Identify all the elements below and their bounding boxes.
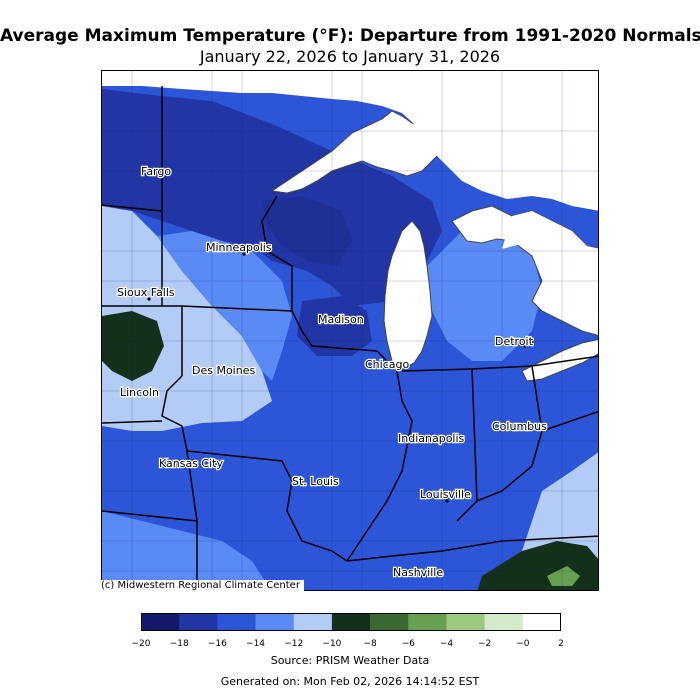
- city-fargo: Fargo: [140, 164, 173, 179]
- city-dot: [316, 481, 320, 485]
- city-label-madison: Madison: [318, 313, 364, 326]
- legend-color-box: [141, 613, 180, 631]
- city-label-kansas-city: Kansas City: [159, 457, 223, 470]
- legend-color-box: [255, 613, 295, 631]
- city-label-des-moines: Des Moines: [192, 364, 255, 377]
- canada-east: [502, 211, 598, 261]
- copyright-text: (c) Midwestern Regional Climate Center: [101, 580, 304, 592]
- city-dot: [532, 426, 536, 430]
- legend-border: [141, 613, 561, 631]
- city-dot: [225, 371, 229, 375]
- source-text: Source: PRISM Weather Data: [270, 654, 430, 667]
- region-green-nebraska: [102, 311, 164, 381]
- map-svg: Fargo Minneapolis Sioux Falls Madison De…: [102, 71, 598, 590]
- city-louisville: Louisville: [419, 487, 472, 503]
- city-chicago: Chicago: [364, 357, 411, 372]
- canada-area: [102, 71, 598, 211]
- city-label-indianapolis: Indianapolis: [398, 432, 465, 445]
- city-dot: [433, 439, 437, 443]
- legend-color-box: [293, 613, 333, 631]
- legend-tick-label: −2: [477, 639, 492, 649]
- legend-color-box: [179, 613, 218, 631]
- legend-color-box: [484, 613, 524, 631]
- city-label-louisville: Louisville: [420, 488, 471, 501]
- legend-colorbar: [141, 613, 561, 631]
- legend-color-box: [522, 613, 561, 631]
- city-kansas-city: Kansas City: [158, 456, 225, 471]
- city-madison: Madison: [317, 312, 365, 327]
- legend-color-box: [446, 613, 485, 631]
- city-label-minneapolis: Minneapolis: [206, 241, 272, 254]
- state-borders: [102, 86, 598, 590]
- city-label-nashville: Nashville: [393, 566, 443, 579]
- city-sioux-falls: Sioux Falls: [116, 285, 176, 301]
- city-dot: [343, 321, 347, 325]
- legend-tick-label: 2: [558, 639, 564, 649]
- region-light-blue-plains: [157, 231, 292, 381]
- city-dot: [157, 169, 161, 173]
- city-des-moines: Des Moines: [191, 363, 257, 378]
- legend-tick-label: −18: [169, 639, 189, 649]
- city-label-columbus: Columbus: [492, 420, 547, 433]
- region-light-blue-south: [102, 511, 271, 590]
- city-nashville: Nashville: [392, 565, 445, 580]
- city-indianapolis: Indianapolis: [397, 431, 466, 446]
- city-label-detroit: Detroit: [495, 335, 534, 348]
- region-deep-blue-north: [102, 89, 442, 306]
- city-label-st-louis: St. Louis: [292, 475, 339, 488]
- city-dot: [420, 574, 424, 578]
- legend-color-box: [408, 613, 447, 631]
- map-title: Average Maximum Temperature (°F): Depart…: [0, 26, 700, 46]
- generated-text: Generated on: Mon Feb 02, 2026 14:14:52 …: [220, 675, 480, 688]
- legend-color-box: [331, 613, 371, 631]
- city-label-chicago: Chicago: [365, 358, 409, 371]
- lake-erie: [521, 338, 598, 382]
- map-panel: Fargo Minneapolis Sioux Falls Madison De…: [101, 70, 599, 591]
- city-label-lincoln: Lincoln: [120, 386, 159, 399]
- legend-tick-label: −20: [131, 639, 151, 649]
- city-dot: [390, 365, 394, 369]
- region-deep-blue-madison: [297, 296, 372, 356]
- city-dot: [195, 462, 199, 466]
- city-st-louis: St. Louis: [291, 474, 340, 489]
- legend-tick-label: −6: [401, 639, 415, 649]
- city-dot: [523, 344, 527, 348]
- legend-color-box: [217, 613, 256, 631]
- legend-tick-label: −10: [322, 639, 342, 649]
- lake-michigan: [383, 220, 433, 370]
- legend-color-box: [370, 613, 409, 631]
- city-detroit: Detroit: [494, 334, 535, 349]
- city-minneapolis: Minneapolis: [205, 240, 273, 256]
- legend-tick-label: −16: [207, 639, 227, 649]
- city-dot: [445, 499, 449, 503]
- city-label-sioux-falls: Sioux Falls: [117, 286, 175, 299]
- city-lincoln: Lincoln: [119, 385, 160, 400]
- region-green-light-patch: [547, 566, 580, 586]
- city-label-fargo: Fargo: [141, 165, 171, 178]
- city-dot: [242, 252, 246, 256]
- legend-tick-label: −14: [246, 639, 266, 649]
- legend-tick-label: −12: [284, 639, 304, 649]
- legend-tick-label: −8: [363, 639, 377, 649]
- city-columbus: Columbus: [491, 419, 549, 434]
- legend-tick-label: −4: [439, 639, 454, 649]
- region-light-blue-east: [422, 221, 542, 361]
- city-dot: [147, 297, 151, 301]
- city-dot: [140, 391, 144, 395]
- legend-color-boxes: [141, 613, 561, 631]
- legend-tick-label: −0: [516, 639, 530, 649]
- county-grid: [102, 71, 598, 590]
- region-darkest-wi: [262, 196, 352, 266]
- map-subtitle: January 22, 2026 to January 31, 2026: [199, 47, 501, 66]
